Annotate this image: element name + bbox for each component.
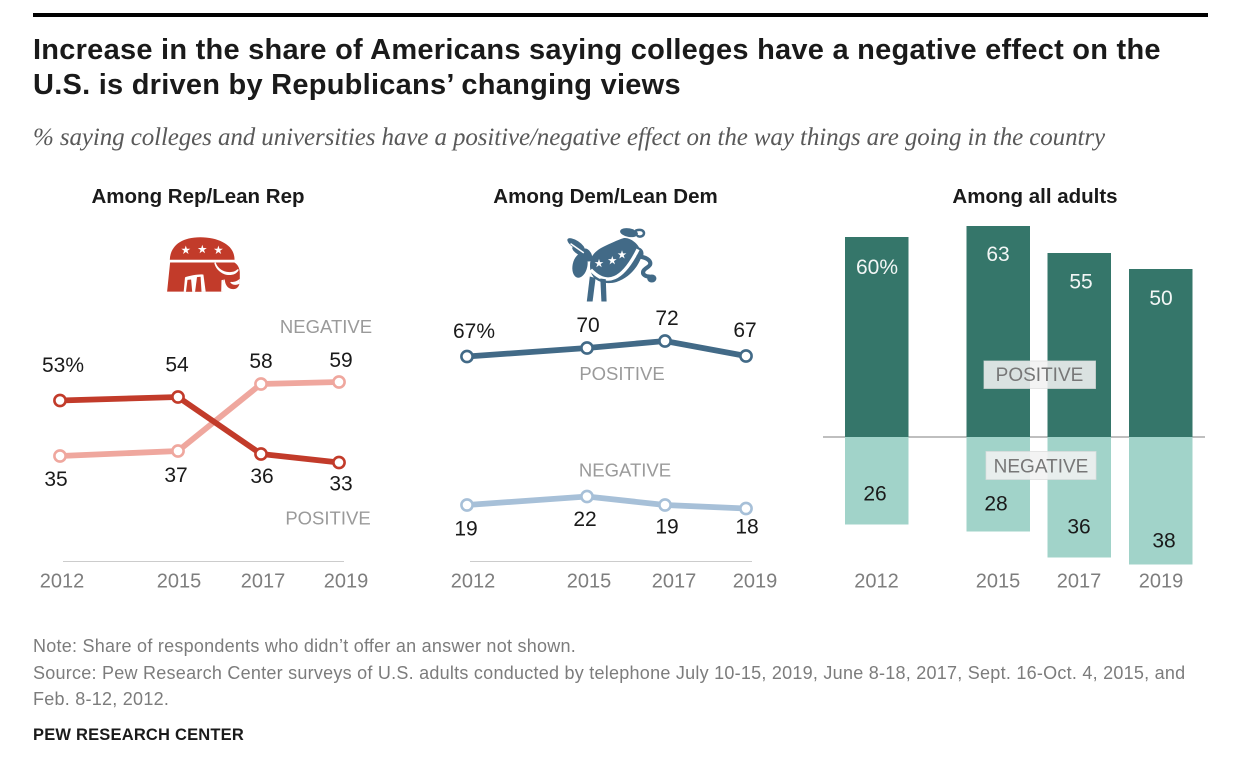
svg-text:67: 67 (733, 319, 756, 342)
svg-text:37: 37 (164, 464, 187, 487)
svg-text:2012: 2012 (854, 571, 899, 593)
svg-text:POSITIVE: POSITIVE (579, 363, 664, 384)
svg-text:38: 38 (1152, 530, 1175, 553)
svg-text:50: 50 (1149, 287, 1172, 310)
svg-text:59: 59 (329, 349, 352, 372)
svg-text:72: 72 (655, 307, 678, 330)
svg-text:60%: 60% (856, 256, 898, 279)
svg-text:2015: 2015 (157, 571, 202, 593)
svg-text:2017: 2017 (241, 571, 286, 593)
svg-text:36: 36 (1067, 516, 1090, 539)
svg-text:63: 63 (986, 243, 1009, 266)
svg-text:19: 19 (655, 516, 678, 539)
svg-text:54: 54 (165, 354, 189, 377)
svg-text:53%: 53% (42, 354, 84, 377)
svg-text:26: 26 (863, 483, 886, 506)
svg-text:33: 33 (329, 473, 352, 496)
svg-text:55: 55 (1069, 271, 1092, 294)
svg-text:2012: 2012 (40, 571, 85, 593)
svg-text:2015: 2015 (976, 571, 1021, 593)
svg-text:NEGATIVE: NEGATIVE (579, 460, 671, 481)
svg-text:28: 28 (984, 493, 1007, 516)
svg-text:19: 19 (454, 518, 477, 541)
svg-text:POSITIVE: POSITIVE (285, 508, 370, 529)
svg-text:2015: 2015 (567, 571, 612, 593)
svg-text:22: 22 (573, 508, 596, 531)
svg-text:2012: 2012 (451, 571, 496, 593)
svg-text:35: 35 (44, 468, 67, 491)
svg-text:2017: 2017 (1057, 571, 1102, 593)
svg-text:2019: 2019 (733, 571, 778, 593)
svg-text:67%: 67% (453, 320, 495, 343)
svg-text:NEGATIVE: NEGATIVE (994, 457, 1089, 478)
svg-text:NEGATIVE: NEGATIVE (280, 316, 372, 337)
svg-text:POSITIVE: POSITIVE (996, 365, 1084, 386)
svg-text:18: 18 (735, 516, 758, 539)
svg-text:36: 36 (250, 465, 273, 488)
svg-text:2019: 2019 (1139, 571, 1184, 593)
svg-text:58: 58 (249, 350, 272, 373)
svg-text:2019: 2019 (324, 571, 369, 593)
svg-text:2017: 2017 (652, 571, 697, 593)
svg-text:70: 70 (576, 314, 599, 337)
